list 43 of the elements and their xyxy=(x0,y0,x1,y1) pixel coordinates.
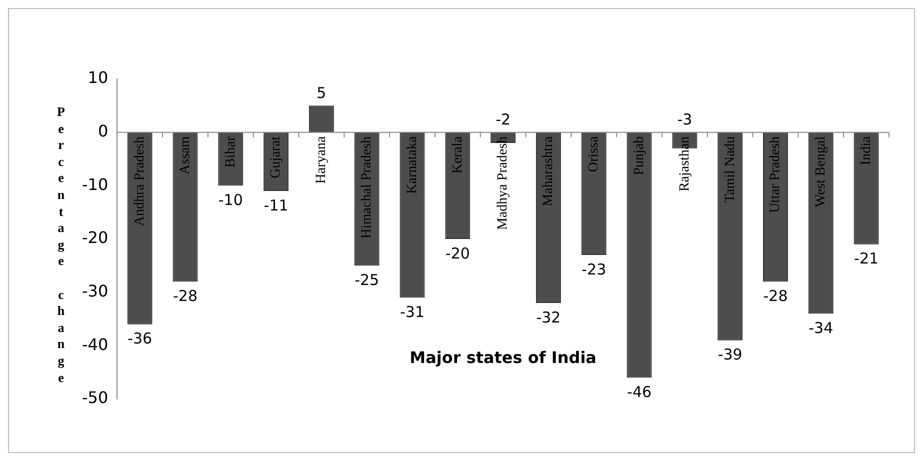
data-label: -32 xyxy=(536,308,561,326)
x-tick-label: Maharashtra xyxy=(541,136,556,206)
x-tick-label: Kerala xyxy=(450,136,466,174)
x-tick-label: India xyxy=(858,136,874,166)
x-tick-label: Gujarat xyxy=(268,136,284,178)
y-tick-label: -20 xyxy=(82,228,108,248)
x-tick-label: Himachal Pradesh xyxy=(360,136,375,239)
x-tick-label: Karnataka xyxy=(404,136,420,194)
x-axis-title: Major states of India xyxy=(410,348,596,367)
y-tick-label: 0 xyxy=(98,121,108,140)
y-tick-label: -40 xyxy=(82,334,108,354)
data-label: -28 xyxy=(763,287,788,306)
data-label: -34 xyxy=(808,319,834,338)
x-tick-label: Andhra Pradesh xyxy=(132,136,148,226)
data-label: 5 xyxy=(316,84,326,102)
x-tick-label: Madhya Pradesh xyxy=(496,136,511,230)
x-tick-label: Haryana xyxy=(314,136,330,184)
data-label: -46 xyxy=(627,383,652,402)
data-label: -21 xyxy=(854,250,879,268)
data-label: -23 xyxy=(582,260,606,278)
data-label: -20 xyxy=(445,244,470,262)
data-label: -11 xyxy=(264,196,288,214)
x-tick-label: Rajasthan xyxy=(677,136,692,192)
y-tick-label: -10 xyxy=(82,174,108,194)
data-label: -31 xyxy=(400,303,425,322)
x-tick-label: Uttar Pradesh xyxy=(768,136,784,213)
data-label: -25 xyxy=(354,271,380,290)
data-label: -39 xyxy=(718,346,742,364)
x-tick-label: West Bengal xyxy=(814,136,829,208)
data-label: -28 xyxy=(172,287,198,306)
data-label: -3 xyxy=(677,110,692,129)
x-tick-label: Punjab xyxy=(632,136,647,176)
x-tick-label: Bihar xyxy=(223,136,238,168)
x-tick-label: Tamil Nadu xyxy=(722,136,738,203)
y-tick-label: -30 xyxy=(82,281,108,300)
x-tick-label: Orissa xyxy=(586,136,602,172)
data-label: -2 xyxy=(496,110,511,129)
y-tick-label: 10 xyxy=(88,68,108,88)
data-label: -36 xyxy=(128,330,152,348)
text: Percentage change xyxy=(57,104,65,384)
data-label: -10 xyxy=(218,191,243,210)
x-tick-label: Assam xyxy=(178,136,193,174)
y-tick-label: -50 xyxy=(82,388,108,408)
